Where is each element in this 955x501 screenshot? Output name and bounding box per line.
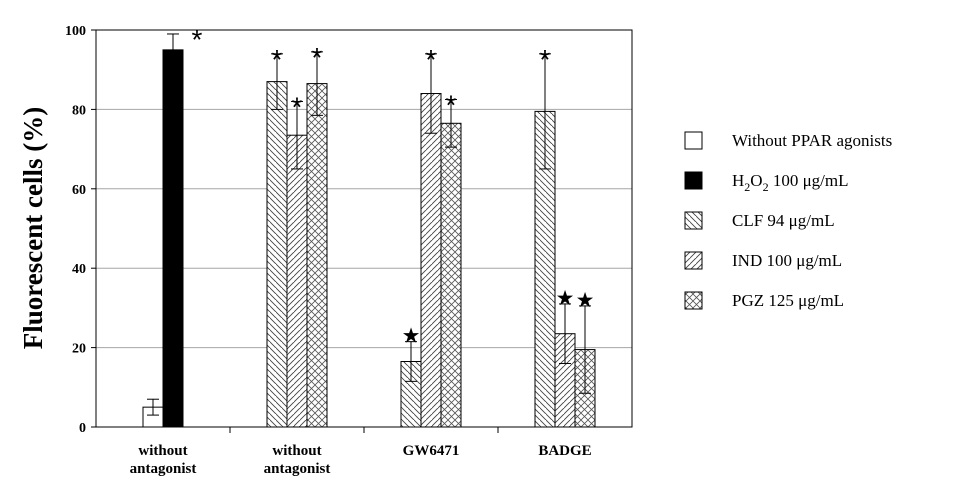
bar (306, 83, 328, 428)
labels: 0 20 40 60 80 100 without antagonist without anta… (65, 24, 594, 477)
bar (440, 122, 462, 428)
y-tick-label: 20 (72, 342, 86, 357)
x-category-label: antagonist (130, 461, 197, 477)
legend-label-part: H (732, 171, 744, 190)
bar (286, 134, 308, 428)
y-tick-label: 60 (72, 183, 86, 198)
x-category-label: antagonist (264, 461, 331, 477)
significance-asterisk: * (272, 44, 283, 75)
axes (91, 29, 633, 433)
legend-label-part: O (750, 171, 762, 190)
legend-label-part: 2 (763, 180, 769, 194)
legend-label: H2O2 100 μg/mL (732, 171, 849, 194)
star-marker: ★ (556, 286, 575, 310)
legend-label: IND 100 μg/mL (732, 251, 842, 270)
significance-asterisk: * (426, 44, 437, 75)
legend-label: CLF 94 μg/mL (732, 211, 835, 230)
x-category-label: GW6471 (403, 443, 460, 459)
legend-swatch (684, 171, 703, 190)
significance-asterisk: * (540, 44, 551, 75)
significance-asterisk: * (292, 91, 303, 122)
significance-asterisk: * (446, 89, 457, 120)
legend-swatch (684, 211, 703, 230)
y-axis-title: Fluorescent cells (%) (18, 107, 48, 349)
y-tick-label: 40 (72, 262, 86, 277)
star-marker: ★ (576, 288, 595, 312)
y-tick-label: 80 (72, 103, 86, 118)
bar (162, 49, 184, 428)
x-category-label: without (138, 443, 187, 459)
legend-label: Without PPAR agonists (732, 131, 892, 150)
star-marker: ★ (402, 324, 421, 348)
y-tick-label: 100 (65, 24, 86, 39)
bar (420, 93, 442, 428)
legend-swatch (684, 291, 703, 310)
legend-label-part: 100 μg/mL (769, 171, 849, 190)
x-category-label: BADGE (538, 443, 591, 459)
legend-label-part: 2 (744, 180, 750, 194)
legend-swatch (684, 131, 703, 150)
y-tick-label: 0 (79, 421, 86, 436)
legend-label: PGZ 125 μg/mL (732, 291, 844, 310)
significance-asterisk: * (312, 42, 323, 73)
bar (266, 81, 288, 428)
x-category-label: without (272, 443, 321, 459)
bars (142, 33, 596, 428)
legend-swatch (684, 251, 703, 270)
significance-asterisk: * (192, 24, 203, 55)
